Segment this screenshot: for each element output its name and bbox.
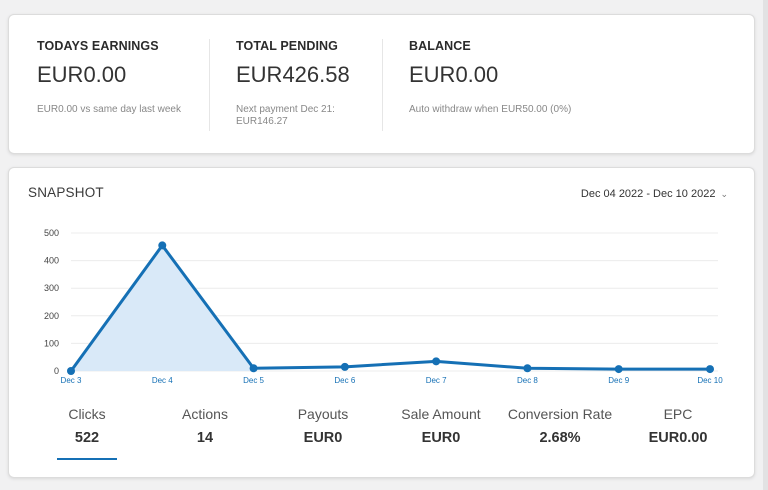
earnings-summary-card: TODAYS EARNINGS EUR0.00 EUR0.00 vs same …: [8, 14, 755, 154]
x-tick-label: Dec 10: [697, 376, 723, 385]
metric-value: EUR0.00: [648, 430, 708, 446]
x-tick-label: Dec 4: [152, 376, 173, 385]
data-point: [340, 362, 349, 371]
series-area-fill: [71, 245, 254, 371]
total-pending-label: TOTAL PENDING: [236, 39, 339, 53]
data-point: [249, 364, 258, 373]
metric-label: EPC: [663, 406, 693, 422]
metric-clicks[interactable]: Clicks 522: [27, 406, 147, 460]
metric-label: Conversion Rate: [507, 406, 613, 422]
metric-label: Sale Amount: [401, 406, 481, 422]
data-point: [158, 241, 167, 250]
todays-earnings-label: TODAYS EARNINGS: [37, 39, 159, 53]
metric-label: Actions: [182, 406, 228, 422]
x-tick-label: Dec 5: [243, 376, 264, 385]
x-tick-label: Dec 7: [426, 376, 447, 385]
data-point: [614, 365, 623, 374]
y-tick-label: 0: [54, 366, 59, 376]
date-range-picker[interactable]: Dec 04 2022 - Dec 10 2022 ⌄: [581, 188, 728, 200]
series-line: [69, 243, 710, 372]
auto-withdraw-note: Auto withdraw when EUR50.00 (0%): [409, 104, 572, 115]
metric-value: 522: [74, 430, 100, 446]
chevron-down-icon: ⌄: [720, 188, 728, 199]
metric-label: Clicks: [68, 406, 106, 422]
data-point: [523, 364, 532, 373]
summary-divider: [209, 39, 210, 131]
y-tick-label: 200: [44, 311, 59, 321]
y-tick-label: 300: [44, 283, 59, 293]
metric-label: Payouts: [297, 406, 349, 422]
date-range-value: Dec 04 2022 - Dec 10 2022: [580, 188, 716, 200]
metric-actions[interactable]: Actions 14: [145, 406, 265, 446]
metric-sale-amount[interactable]: Sale Amount EUR0: [381, 406, 501, 446]
y-tick-label: 500: [44, 228, 59, 238]
x-tick-label: Dec 6: [334, 376, 355, 385]
data-point: [67, 367, 75, 375]
y-tick-label: 400: [44, 256, 59, 266]
metric-value: EUR0: [421, 430, 461, 446]
metric-payouts[interactable]: Payouts EUR0: [263, 406, 383, 446]
x-tick-label: Dec 3: [61, 376, 82, 385]
balance-stat: BALANCE EUR0.00 Auto withdraw when EUR50…: [409, 39, 571, 116]
snapshot-title: SNAPSHOT: [28, 185, 104, 200]
next-payment-date: Next payment Dec 21:: [236, 104, 335, 115]
page-edge-strip: [763, 0, 768, 490]
metric-epc[interactable]: EPC EUR0.00: [618, 406, 738, 446]
metric-value: 14: [196, 430, 214, 446]
y-tick-label: 100: [44, 338, 59, 348]
metric-conversion-rate[interactable]: Conversion Rate 2.68%: [500, 406, 620, 446]
total-pending-stat: TOTAL PENDING EUR426.58 Next payment Dec…: [236, 39, 350, 128]
metric-value: EUR0: [303, 430, 343, 446]
summary-divider: [382, 39, 383, 131]
clicks-line-chart: 0 100 200 300 400 500 Dec 3 Dec 4 Dec 5 Dec 6 Dec …: [44, 228, 723, 385]
metric-value: 2.68%: [539, 430, 581, 446]
balance-label: BALANCE: [409, 39, 471, 53]
todays-earnings-stat: TODAYS EARNINGS EUR0.00 EUR0.00 vs same …: [37, 39, 181, 116]
data-point: [432, 357, 441, 366]
next-payment-note: Next payment Dec 21: EUR146.27: [236, 104, 350, 128]
snapshot-card: SNAPSHOT Dec 04 2022 - Dec 10 2022 ⌄ 0 10…: [8, 167, 755, 478]
balance-value: EUR0.00: [409, 62, 499, 87]
x-tick-label: Dec 8: [517, 376, 538, 385]
x-tick-label: Dec 9: [608, 376, 629, 385]
todays-earnings-value: EUR0.00: [37, 62, 127, 87]
data-point: [706, 365, 714, 374]
todays-earnings-note: EUR0.00 vs same day last week: [37, 104, 181, 115]
total-pending-value: EUR426.58: [236, 62, 350, 87]
next-payment-amount: EUR146.27: [236, 116, 288, 127]
